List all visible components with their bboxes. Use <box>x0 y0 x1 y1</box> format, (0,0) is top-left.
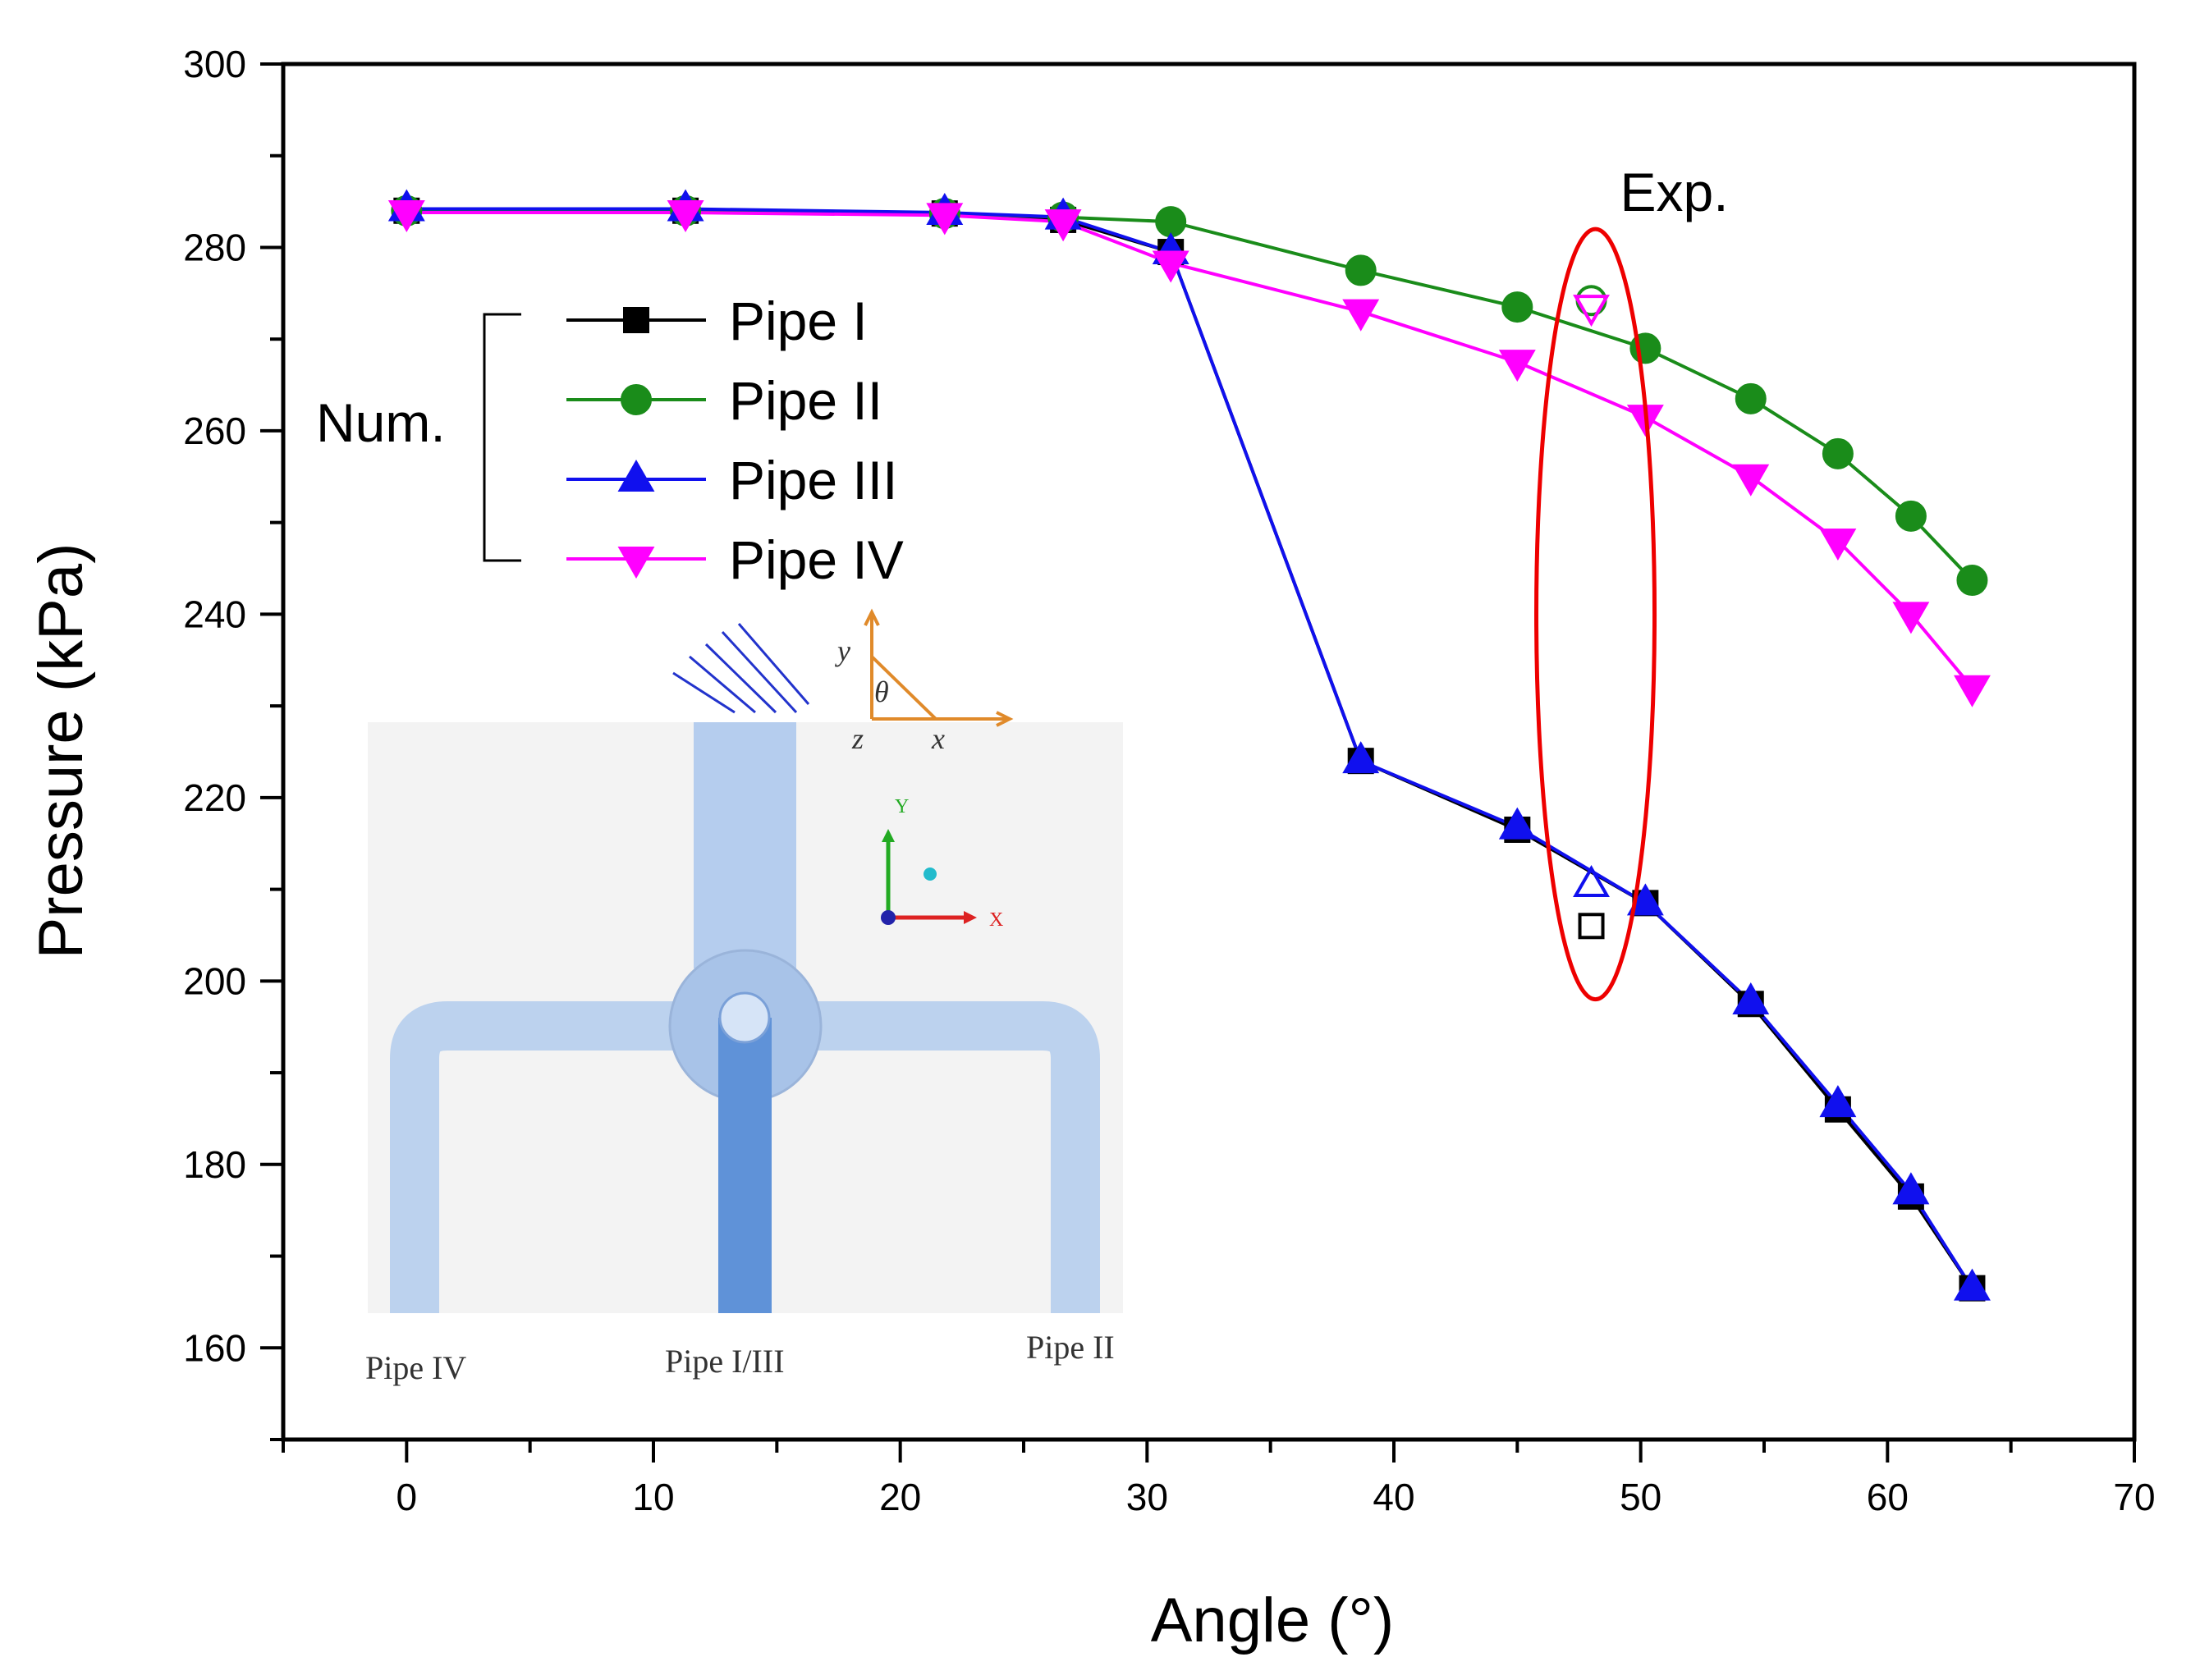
legend-group-label: Num. <box>316 392 446 453</box>
legend-marker-4 <box>617 547 655 579</box>
y-tick-label: 240 <box>183 593 246 635</box>
data-point-series-3 <box>1342 741 1380 774</box>
axis-ticks: 0 10 20 30 40 50 60 70 160 180 200 220 240 260 280 300 <box>183 43 2155 1518</box>
x-tick-label: 30 <box>1126 1476 1168 1518</box>
y-tick-label: 260 <box>183 410 246 452</box>
experimental-point-1 <box>1578 913 1605 940</box>
data-point-series-3 <box>1819 1085 1857 1118</box>
y-tick-label: 280 <box>183 226 246 268</box>
coord-letter-y: y <box>835 634 850 667</box>
data-point-series-4 <box>1819 529 1857 561</box>
experimental-points <box>1573 285 1610 940</box>
experimental-ellipse <box>1534 227 1657 1002</box>
y-tick-label: 180 <box>183 1143 246 1186</box>
geometry-inset: y θ z x Y X Pipe IV Pipe I/III Pipe II <box>365 608 1123 1386</box>
legend-bracket <box>483 313 521 562</box>
y-tick-label: 220 <box>183 776 246 819</box>
y-tick-label: 200 <box>183 959 246 1002</box>
data-point-series-4 <box>926 203 964 236</box>
legend-label-4: Pipe IV <box>729 529 904 590</box>
svg-text:Y: Y <box>895 796 909 817</box>
coord-letter-z: z <box>851 722 864 755</box>
data-point-series-4 <box>387 200 425 233</box>
plot-frame <box>281 62 2137 1442</box>
data-point-series-4 <box>667 200 704 233</box>
inset-label-pipe-iv: Pipe IV <box>365 1349 466 1386</box>
y-axis-title: Pressure (kPa) <box>26 543 96 959</box>
data-point-series-3 <box>1732 982 1770 1015</box>
data-point-series-3 <box>1626 883 1664 916</box>
data-point-series-4 <box>1954 675 1991 707</box>
inflow-arrows <box>672 623 810 714</box>
legend-label-3: Pipe III <box>729 450 897 510</box>
pipe-down-opening <box>718 991 771 1044</box>
legend: Num. Pipe I Pipe II Pipe III Pipe IV <box>316 291 904 590</box>
x-axis-title: Angle (°) <box>1151 1586 1395 1655</box>
experimental-point-2 <box>1575 285 1607 317</box>
data-point-series-2 <box>1822 437 1854 469</box>
data-point-series-4 <box>1498 350 1536 382</box>
angle-diagram <box>864 608 1014 727</box>
markers-layer <box>387 189 1991 1302</box>
experimental-point-4 <box>1573 295 1610 327</box>
data-point-series-2 <box>1501 291 1533 323</box>
legend-marker-2 <box>621 384 652 415</box>
coord-letter-x: x <box>931 722 945 755</box>
y-tick-label: 300 <box>183 43 246 85</box>
legend-label-2: Pipe II <box>729 370 882 431</box>
data-point-series-2 <box>1155 206 1187 238</box>
series-layer <box>406 207 1974 1289</box>
y-tick-label: 160 <box>183 1326 246 1369</box>
data-point-series-3 <box>1498 807 1536 840</box>
data-point-series-2 <box>1895 500 1927 532</box>
x-tick-label: 60 <box>1867 1476 1909 1518</box>
data-point-series-4 <box>1342 299 1380 332</box>
legend-marker-3 <box>617 459 655 492</box>
legend-marker-1 <box>623 307 649 333</box>
data-point-series-2 <box>1735 382 1767 414</box>
inset-label-pipe-ii: Pipe II <box>1026 1329 1115 1366</box>
legend-label-1: Pipe I <box>729 291 868 351</box>
xyz-triad: Y X <box>881 796 1003 931</box>
x-tick-label: 40 <box>1373 1476 1414 1518</box>
experimental-label: Exp. <box>1620 162 1729 222</box>
data-point-series-2 <box>1345 254 1377 286</box>
experimental-point-3 <box>1573 865 1610 898</box>
coord-letter-theta: θ <box>874 675 889 708</box>
data-point-series-4 <box>1732 464 1770 497</box>
inset-label-pipe-i-iii: Pipe I/III <box>665 1343 785 1380</box>
data-point-series-2 <box>1956 565 1988 597</box>
data-point-series-4 <box>1892 602 1930 634</box>
data-point-series-4 <box>1152 250 1189 283</box>
x-tick-label: 0 <box>396 1476 418 1518</box>
pipe-down <box>718 1018 772 1313</box>
pipe-main-upper <box>694 722 796 968</box>
x-tick-label: 70 <box>2113 1476 2155 1518</box>
x-tick-label: 20 <box>879 1476 921 1518</box>
data-point-series-3 <box>1892 1172 1930 1205</box>
x-tick-label: 10 <box>632 1476 674 1518</box>
svg-text:X: X <box>989 909 1003 931</box>
series-line-4 <box>406 211 1973 689</box>
data-point-series-4 <box>1044 209 1082 242</box>
data-point-series-3 <box>1954 1268 1991 1301</box>
x-tick-label: 50 <box>1620 1476 1661 1518</box>
